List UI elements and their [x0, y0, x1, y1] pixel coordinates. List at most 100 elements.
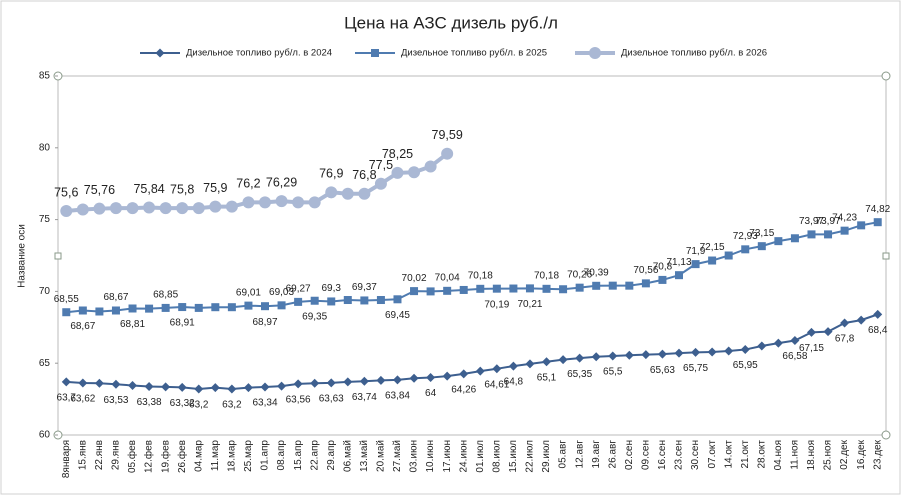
- data-point: [176, 202, 189, 215]
- data-label: 68,4: [868, 325, 888, 336]
- data-point: [227, 384, 237, 394]
- data-label: 75,84: [133, 182, 164, 196]
- data-point: [225, 200, 238, 213]
- data-point: [559, 285, 568, 294]
- data-point: [641, 279, 650, 288]
- x-tick-label: 24.июн: [458, 440, 469, 473]
- data-point: [790, 336, 800, 346]
- data-point: [177, 382, 187, 392]
- data-point: [806, 327, 816, 337]
- data-label: 63,38: [137, 397, 162, 408]
- data-point: [873, 218, 882, 227]
- data-label: 63,2: [189, 400, 209, 411]
- data-label: 63,63: [319, 394, 344, 405]
- data-point: [408, 166, 421, 179]
- data-label: 67,8: [835, 334, 855, 345]
- data-point: [194, 384, 204, 394]
- data-point: [360, 296, 369, 305]
- data-label: 75,76: [84, 183, 115, 197]
- data-point: [310, 378, 320, 388]
- x-tick-label: 14.окт: [723, 440, 734, 469]
- x-tick-label: 10.июн: [425, 440, 436, 473]
- data-point: [757, 242, 766, 251]
- data-point: [326, 378, 336, 388]
- data-point: [426, 373, 436, 383]
- data-point: [358, 187, 371, 200]
- x-tick-label: 22.янв: [94, 440, 105, 470]
- legend-label: Дизельное топливо руб/л. в 2026: [621, 48, 767, 59]
- data-point: [856, 315, 866, 325]
- data-point: [376, 375, 386, 385]
- data-point: [343, 377, 353, 387]
- data-point: [442, 371, 452, 381]
- legend-marker: [371, 49, 379, 57]
- data-point: [292, 196, 305, 209]
- data-point: [277, 381, 287, 391]
- data-point: [508, 361, 518, 371]
- data-label: 74,23: [832, 212, 857, 223]
- data-label: 69,27: [286, 284, 311, 295]
- data-point: [161, 303, 170, 312]
- data-point: [724, 251, 733, 260]
- data-point: [209, 200, 222, 213]
- data-label: 72,15: [700, 242, 725, 253]
- data-label: 72,93: [733, 231, 758, 242]
- data-label: 70,26: [567, 269, 592, 280]
- data-point: [393, 295, 402, 304]
- data-label: 63,7: [57, 393, 77, 404]
- x-tick-label: 05.фев: [126, 440, 138, 473]
- data-label: 78,25: [382, 147, 413, 161]
- data-label: 74,82: [865, 204, 890, 215]
- data-point: [608, 281, 617, 290]
- data-label: 69,37: [352, 282, 377, 293]
- data-label: 76,29: [266, 175, 297, 189]
- y-tick-label: 85: [39, 71, 51, 82]
- x-tick-label: 19.авг: [591, 440, 602, 469]
- x-tick-label: 18.ноя: [806, 440, 817, 470]
- data-point: [111, 379, 121, 389]
- y-axis-title: Название оси: [17, 224, 28, 288]
- data-point: [691, 260, 700, 269]
- data-label: 66,58: [782, 351, 807, 362]
- x-tick-label: 01.июл: [475, 440, 486, 473]
- data-point: [608, 351, 618, 361]
- data-label: 65,1: [537, 372, 557, 383]
- x-tick-label: 05.авг: [558, 440, 569, 469]
- data-point: [159, 202, 172, 215]
- data-point: [294, 297, 303, 306]
- data-point: [857, 221, 866, 230]
- data-label: 65,63: [650, 365, 675, 376]
- x-tick-label: 22.апр: [309, 440, 320, 471]
- data-point: [145, 304, 154, 313]
- data-label: 71,13: [666, 257, 691, 268]
- data-point: [126, 202, 139, 215]
- data-point: [708, 256, 717, 265]
- x-tick-label: 15.янв: [77, 440, 88, 470]
- data-point: [308, 196, 321, 209]
- data-label: 63,62: [70, 394, 95, 405]
- data-label: 70,56: [633, 265, 658, 276]
- data-point: [61, 377, 71, 387]
- data-label: 63,74: [352, 392, 377, 403]
- x-tick-label: 03.июн: [409, 440, 420, 473]
- data-point: [210, 383, 220, 393]
- data-point: [376, 296, 385, 305]
- data-point: [873, 309, 883, 319]
- data-label: 69,3: [322, 283, 342, 294]
- data-label: 63,53: [103, 395, 128, 406]
- data-label: 68,81: [120, 319, 145, 330]
- x-tick-label: 04.ноя: [773, 440, 784, 470]
- data-point: [143, 201, 156, 214]
- data-point: [525, 284, 534, 293]
- data-point: [740, 345, 750, 355]
- data-label: 73,97: [799, 216, 824, 227]
- data-point: [78, 378, 88, 388]
- data-label: 64,8: [504, 377, 524, 388]
- data-point: [675, 271, 683, 280]
- data-point: [211, 303, 220, 312]
- data-point: [443, 286, 452, 295]
- data-point: [475, 366, 485, 376]
- data-label: 68,55: [54, 294, 79, 305]
- data-label: 64: [425, 388, 437, 399]
- x-tick-label: 11.ноя: [790, 440, 801, 470]
